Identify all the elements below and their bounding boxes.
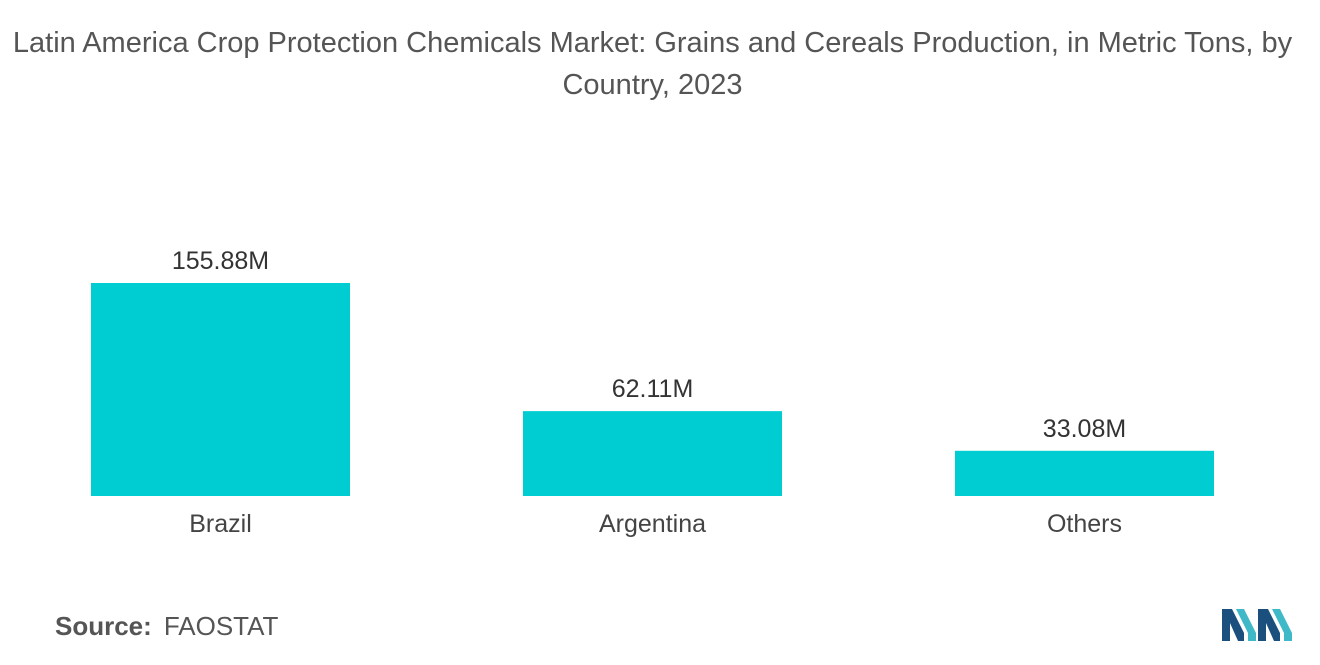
source-note: Source: FAOSTAT <box>55 611 278 642</box>
bar-argentina <box>523 411 782 496</box>
category-label-brazil: Brazil <box>189 510 252 538</box>
source-value: FAOSTAT <box>163 611 279 641</box>
chart-title: Latin America Crop Protection Chemicals … <box>12 27 1293 101</box>
mordor-intelligence-logo-icon <box>1222 609 1292 641</box>
bar-chart: 155.88M Brazil 62.11M Argentina 33.08M Others <box>91 247 1214 538</box>
data-label-others: 33.08M <box>1043 415 1126 443</box>
bar-brazil <box>91 283 350 496</box>
data-label-argentina: 62.11M <box>612 375 694 403</box>
source-label: Source: <box>55 611 152 641</box>
data-label-brazil: 155.88M <box>172 247 269 275</box>
category-label-others: Others <box>1047 510 1122 538</box>
bar-others <box>955 450 1214 496</box>
category-label-argentina: Argentina <box>599 510 706 538</box>
